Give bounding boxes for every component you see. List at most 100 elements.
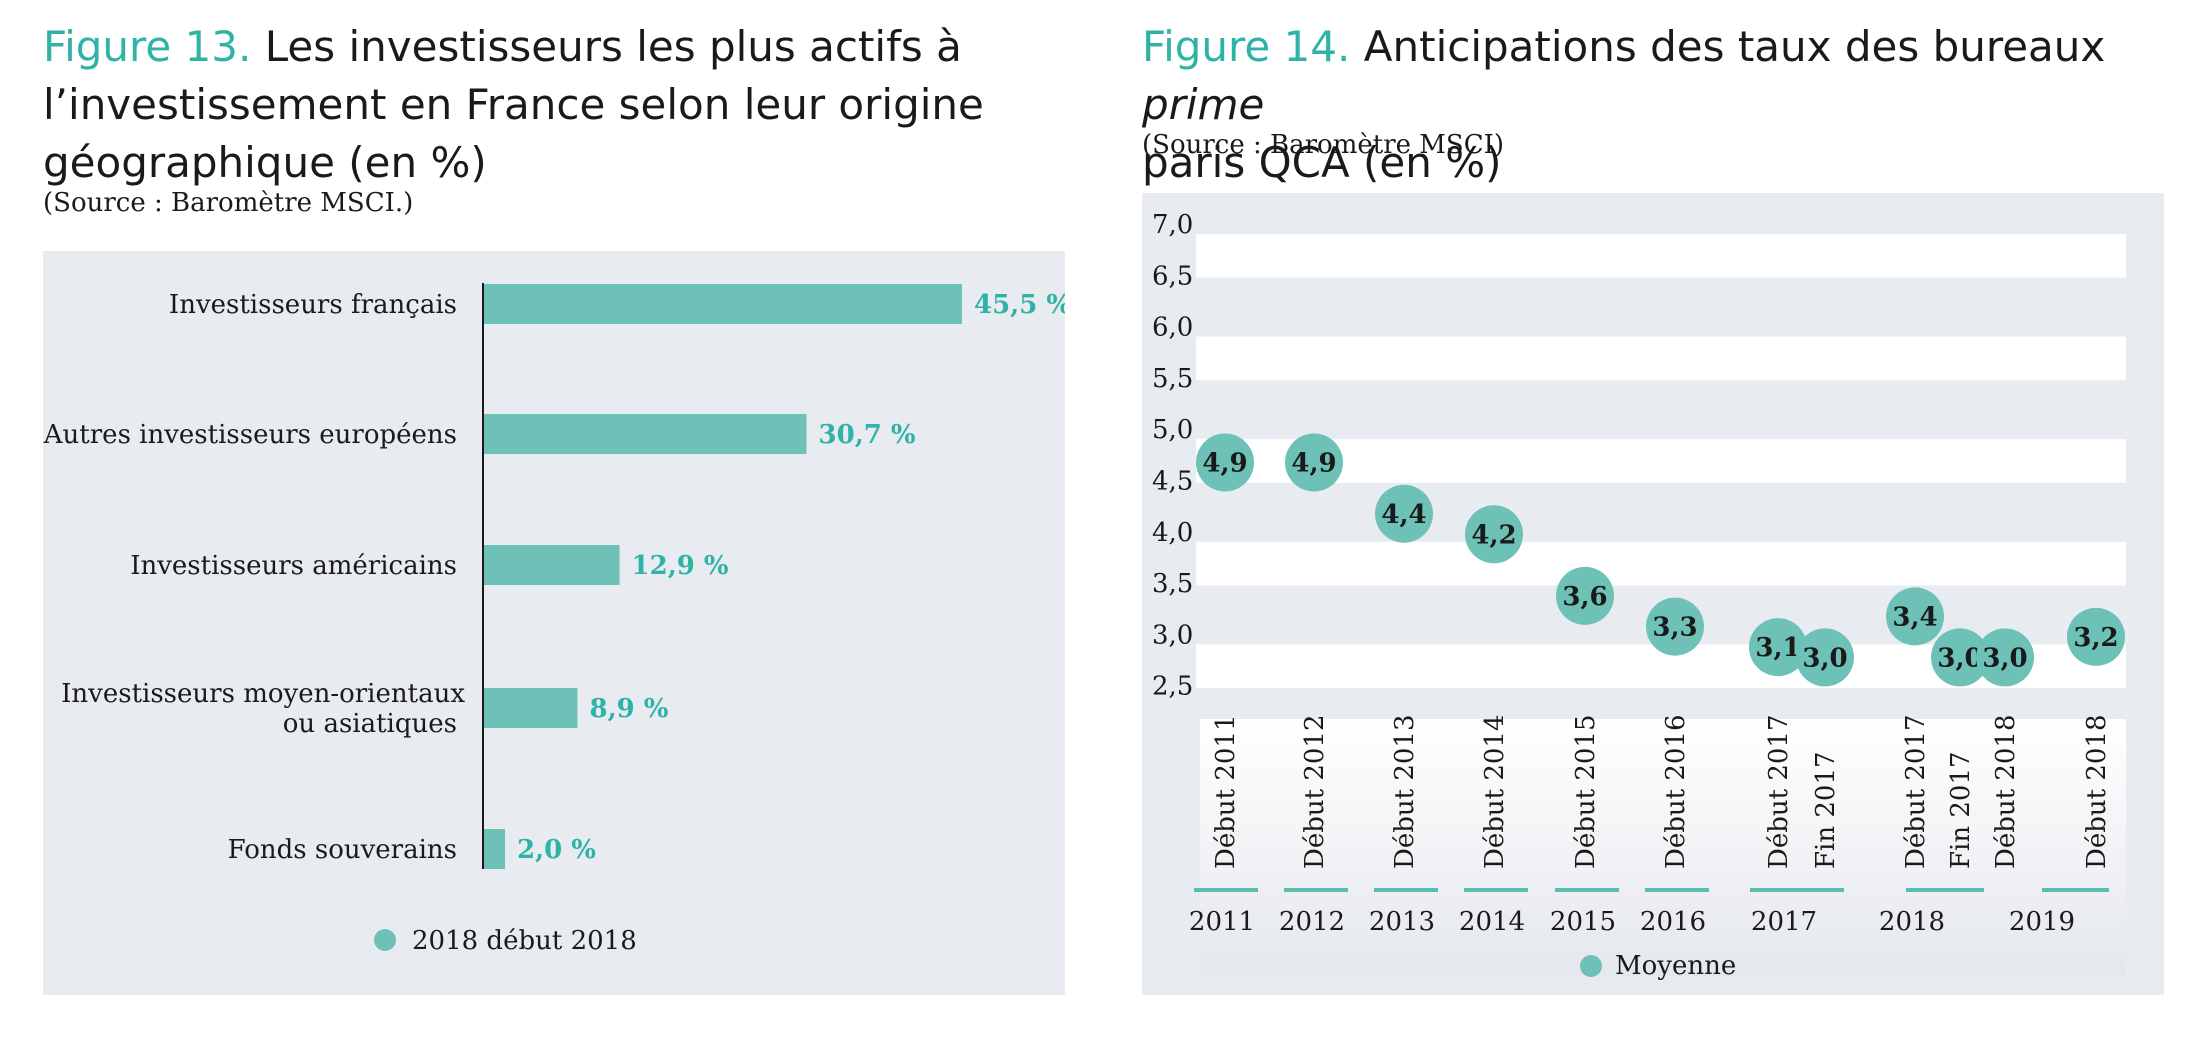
y-tick-label-8: 3,0 [1152, 620, 1193, 650]
figure14-source: (Source : Baromètre MSCI) [1142, 130, 1505, 160]
grid-band-3 [1196, 541, 2126, 586]
x-category-label-0: Début 2011 [1211, 714, 1241, 869]
figure14-label: Figure 14. [1142, 22, 1351, 71]
figure13-label: Figure 13. [43, 22, 252, 71]
bar-4 [484, 829, 506, 869]
category-label-line: Fonds souverains [228, 835, 457, 865]
data-point-2 [1375, 484, 1433, 543]
data-point-11 [2067, 607, 2125, 666]
x-category-label-9: Fin 2017 [1946, 751, 1976, 869]
figure13-title: Figure 13. Les investisseurs les plus ac… [43, 18, 1093, 192]
category-label-line: Investisseurs français [169, 290, 457, 320]
year-label-0: 2011 [1189, 907, 1255, 937]
year-label-2: 2013 [1369, 907, 1435, 937]
data-point-8 [1886, 587, 1944, 646]
figure14-title-italic: prime [1142, 80, 1265, 129]
bar-value-label-2: 12,9 % [632, 551, 729, 581]
bar-0 [484, 284, 962, 324]
legend-marker [374, 929, 396, 951]
data-point-label-1: 4,9 [1291, 448, 1336, 478]
category-label-line: Investisseurs américains [130, 551, 457, 581]
category-label-0: Investisseurs français [169, 290, 457, 320]
figure13-bar-chart: 45,5 % Investisseurs français 30,7 % Autres… [43, 283, 1065, 956]
year-label-8: 2019 [2009, 907, 2075, 937]
figure14-scatter-chart: 7,0 6,5 6,0 5,5 5,0 4,5 4,0 3,5 3,0 2,5 4,9 Début 2… [1152, 210, 2126, 981]
data-point-label-8: 3,4 [1892, 602, 1937, 632]
category-label-line: Autres investisseurs européens [43, 420, 457, 450]
x-axis-area [1200, 719, 2126, 976]
figure13-title-line2: l’investissement en France selon leur or… [43, 80, 984, 129]
category-label-3: Investisseurs moyen-orientaux ou asiatiqu… [61, 679, 465, 739]
grid-band-0 [1196, 234, 2126, 278]
data-point-label-11: 3,2 [2073, 623, 2118, 653]
figure13-title-line3: géographique (en %) [43, 138, 487, 187]
data-point-label-3: 4,2 [1471, 520, 1516, 550]
category-label-line: Investisseurs moyen-orientaux [61, 679, 465, 709]
category-label-2: Investisseurs américains [130, 551, 457, 581]
bar-value-label-3: 8,9 % [589, 694, 668, 724]
data-point-4 [1556, 566, 1614, 625]
x-category-label-2: Début 2013 [1390, 714, 1420, 869]
figure14-title: Figure 14. Anticipations des taux des bu… [1142, 18, 2188, 192]
data-point-5 [1646, 597, 1704, 656]
data-point-label-2: 4,4 [1381, 500, 1426, 530]
x-category-label-5: Début 2016 [1661, 714, 1691, 869]
data-point-label-4: 3,6 [1562, 582, 1607, 612]
grid-band-2 [1196, 439, 2126, 483]
figure13-source: (Source : Baromètre MSCI.) [43, 188, 414, 218]
data-point-label-0: 4,9 [1202, 448, 1247, 478]
year-label-7: 2018 [1879, 907, 1945, 937]
figure13-panel [43, 251, 1065, 995]
y-tick-label-9: 2,5 [1152, 672, 1193, 702]
year-label-5: 2016 [1640, 907, 1706, 937]
data-point-label-5: 3,3 [1652, 613, 1697, 643]
year-label-1: 2012 [1279, 907, 1345, 937]
y-tick-label-7: 3,5 [1152, 569, 1193, 599]
legend-marker [1580, 955, 1602, 977]
data-point-1 [1285, 433, 1343, 492]
legend-label: Moyenne [1615, 951, 1736, 981]
figure13-title-line1: Les investisseurs les plus actifs à [264, 22, 962, 71]
bar-value-label-4: 2,0 % [517, 835, 596, 865]
figure14-title-line2: paris QCA (en %) [1142, 138, 1502, 187]
y-tick-label-5: 4,5 [1152, 467, 1193, 497]
data-point-7 [1796, 628, 1854, 687]
y-tick-label-2: 6,0 [1152, 313, 1193, 343]
y-tick-label-6: 4,0 [1152, 518, 1193, 548]
grid-band-1 [1196, 336, 2126, 381]
data-point-0 [1196, 433, 1254, 492]
data-point-label-7: 3,0 [1802, 643, 1847, 673]
data-point-label-6: 3,1 [1755, 633, 1800, 663]
x-category-label-3: Début 2014 [1480, 714, 1510, 869]
category-label-line: ou asiatiques [283, 709, 457, 739]
data-point-6 [1749, 618, 1807, 677]
data-point-label-9: 3,0 [1937, 643, 1982, 673]
year-label-4: 2015 [1550, 907, 1616, 937]
x-category-label-11: Début 2018 [2082, 714, 2112, 869]
x-category-label-6: Début 2017 [1764, 714, 1794, 869]
legend-label: 2018 début 2018 [412, 926, 637, 956]
data-point-3 [1465, 505, 1523, 564]
x-category-label-4: Début 2015 [1571, 714, 1601, 869]
x-category-label-7: Fin 2017 [1811, 751, 1841, 869]
x-category-label-8: Début 2017 [1901, 714, 1931, 869]
y-tick-label-1: 6,5 [1152, 261, 1193, 291]
year-label-3: 2014 [1459, 907, 1525, 937]
data-point-9 [1931, 628, 1989, 687]
data-point-label-10: 3,0 [1982, 643, 2027, 673]
bar-1 [484, 414, 807, 454]
figure14-title-part1: Anticipations des taux des bureaux [1363, 22, 2106, 71]
bar-value-label-0: 45,5 % [974, 290, 1065, 320]
category-label-4: Fonds souverains [228, 835, 457, 865]
bar-2 [484, 545, 620, 585]
y-tick-label-0: 7,0 [1152, 210, 1193, 240]
y-tick-label-4: 5,0 [1152, 415, 1193, 445]
x-category-label-1: Début 2012 [1300, 714, 1330, 869]
data-point-10 [1976, 628, 2034, 687]
y-tick-label-3: 5,5 [1152, 364, 1193, 394]
bar-3 [484, 688, 578, 728]
bar-value-label-1: 30,7 % [819, 420, 916, 450]
year-label-6: 2017 [1751, 907, 1817, 937]
category-label-1: Autres investisseurs européens [43, 420, 457, 450]
x-category-label-10: Début 2018 [1991, 714, 2021, 869]
